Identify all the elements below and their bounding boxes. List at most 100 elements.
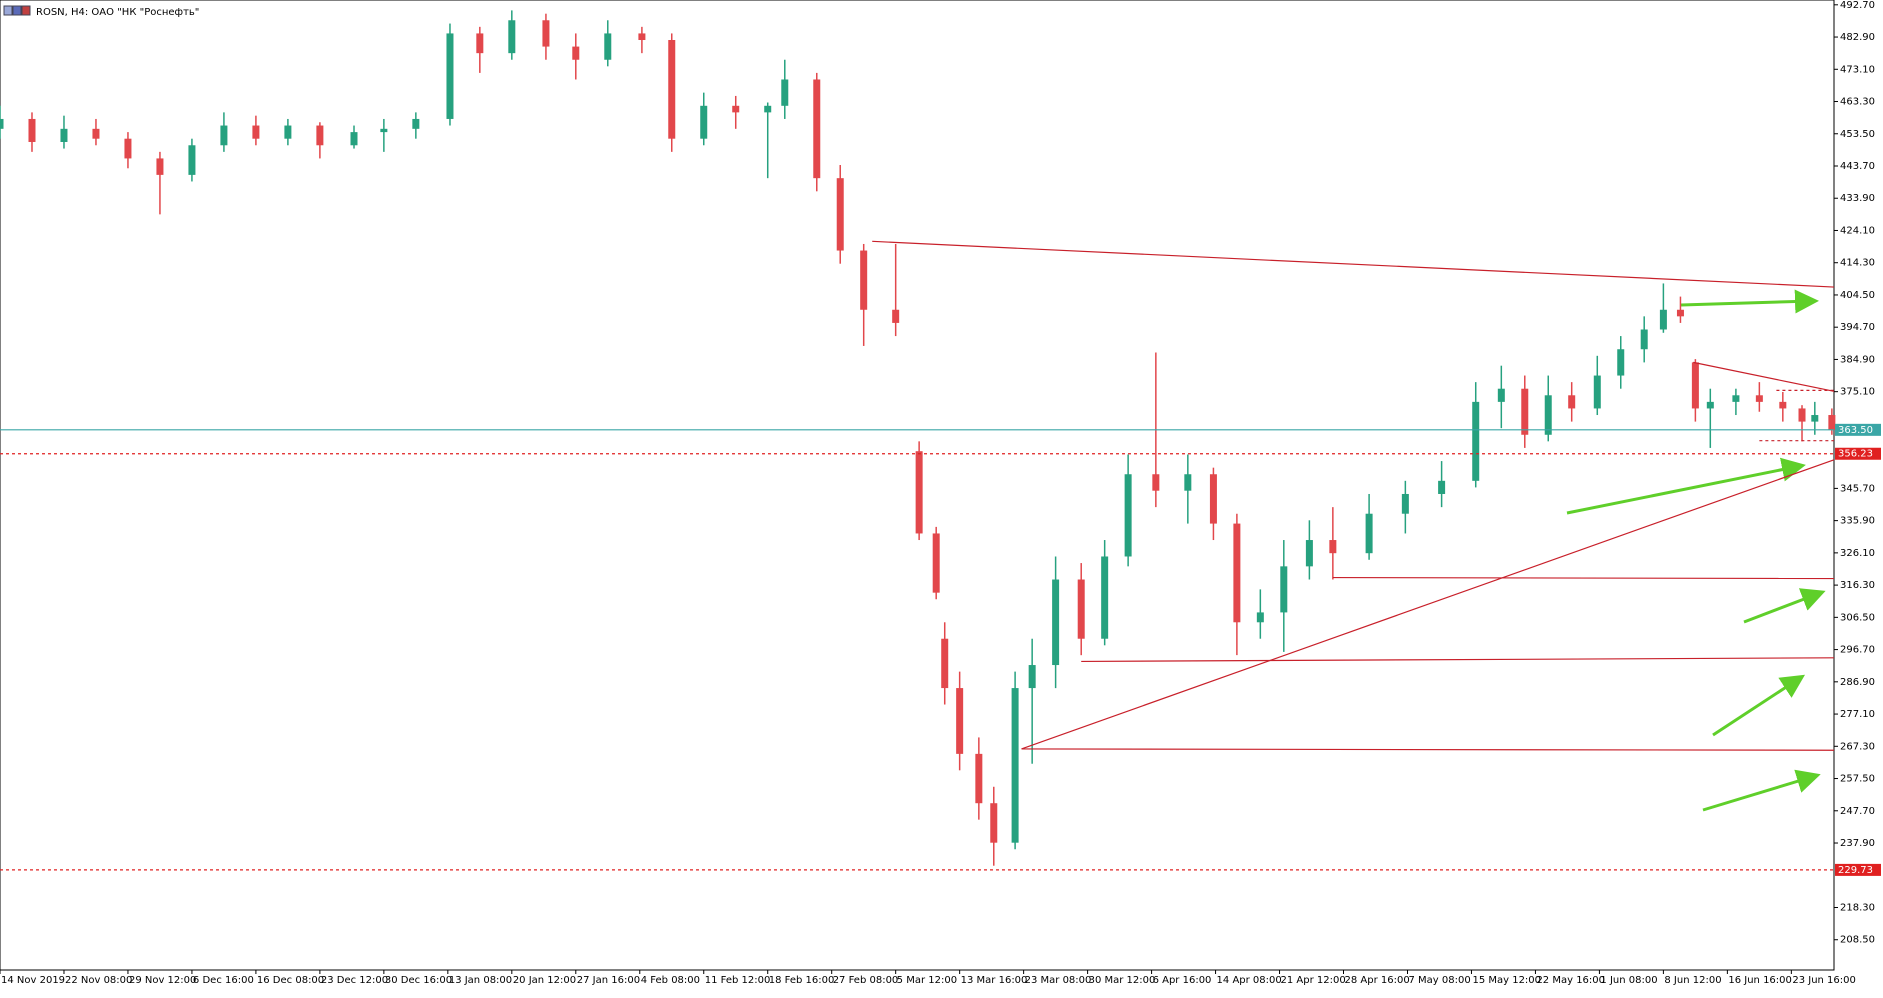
- candle-body: [941, 638, 949, 689]
- y-tick-label: 345.70: [1840, 483, 1875, 494]
- x-tick-label: 5 Mar 12:00: [897, 975, 957, 986]
- candle-body: [92, 128, 100, 139]
- candle-body: [1811, 415, 1819, 422]
- candle-body: [156, 158, 164, 175]
- y-tick-label: 277.10: [1840, 709, 1875, 720]
- x-tick-label: 27 Feb 08:00: [833, 975, 899, 986]
- candle-body: [1052, 579, 1060, 666]
- candle-body: [1101, 556, 1109, 639]
- candle-body: [975, 753, 983, 804]
- candle-body: [1732, 395, 1740, 402]
- x-tick-label: 30 Dec 16:00: [385, 975, 452, 986]
- candle-body: [1028, 665, 1036, 689]
- y-tick-label: 414.30: [1840, 258, 1875, 269]
- candle-body: [1755, 395, 1763, 402]
- candle-body: [1691, 362, 1699, 409]
- candle-body: [892, 309, 900, 323]
- candle-body: [813, 79, 821, 179]
- x-tick-label: 11 Feb 12:00: [705, 975, 771, 986]
- title-icon: [3, 5, 31, 16]
- x-tick-label: 23 Dec 12:00: [321, 975, 388, 986]
- candle-body: [188, 145, 196, 175]
- chart-title: ROSN, H4: ОАО "НК "Роснефть": [36, 7, 199, 18]
- x-tick-label: 8 Jun 12:00: [1664, 975, 1721, 986]
- trend-line: [872, 240, 1835, 288]
- x-tick-label: 4 Feb 08:00: [641, 975, 700, 986]
- candle-body: [284, 125, 292, 139]
- y-tick-label: 424.10: [1840, 225, 1875, 236]
- candle-body: [316, 125, 324, 146]
- y-tick-label: 208.50: [1840, 935, 1875, 946]
- price-label: 363.50: [1838, 425, 1873, 436]
- annotation-arrows: [1566, 289, 1826, 812]
- candle-body: [446, 33, 454, 119]
- y-tick-label: 404.50: [1840, 290, 1875, 301]
- candle-body: [781, 79, 789, 106]
- trend-line: [1021, 748, 1835, 751]
- candle-body: [1593, 375, 1601, 409]
- candle-body: [1209, 474, 1217, 524]
- price-label: 229.73: [1838, 865, 1873, 876]
- candle-body: [542, 20, 550, 47]
- candle-body: [836, 178, 844, 251]
- x-tick-label: 18 Feb 16:00: [769, 975, 835, 986]
- candle-body: [1280, 566, 1288, 613]
- candle-body: [604, 33, 612, 60]
- y-tick-label: 482.90: [1840, 32, 1875, 43]
- y-tick-label: 326.10: [1840, 548, 1875, 559]
- candle-body: [1497, 388, 1505, 402]
- x-tick-label: 14 Nov 2019: [1, 975, 65, 986]
- x-tick-label: 16 Dec 08:00: [257, 975, 324, 986]
- candle-body: [508, 20, 516, 54]
- y-tick-label: 433.90: [1840, 193, 1875, 204]
- x-tick-label: 23 Jun 16:00: [1792, 975, 1856, 986]
- x-tick-label: 13 Mar 16:00: [961, 975, 1028, 986]
- y-tick-label: 463.30: [1840, 97, 1875, 108]
- candle-body: [1617, 349, 1625, 376]
- candle-body: [1401, 493, 1409, 514]
- x-tick-label: 22 May 16:00: [1536, 975, 1605, 986]
- price-label-box: [1835, 423, 1881, 436]
- y-tick-label: 492.70: [1840, 0, 1875, 11]
- trend-line: [1332, 576, 1835, 580]
- candle-body: [1124, 474, 1132, 557]
- candle-body: [668, 40, 676, 139]
- y-tick-label: 335.90: [1840, 516, 1875, 527]
- candle-body: [1676, 309, 1684, 317]
- candle-body: [1659, 309, 1667, 330]
- trend-line: [1693, 361, 1835, 392]
- x-tick-label: 6 Apr 16:00: [1153, 975, 1212, 986]
- y-tick-label: 375.10: [1840, 387, 1875, 398]
- candle-body: [124, 138, 132, 159]
- price-label: 356.23: [1838, 449, 1873, 460]
- candle-body: [1828, 415, 1836, 430]
- candle-body: [1365, 513, 1373, 554]
- y-tick-label: 257.50: [1840, 774, 1875, 785]
- trend-line: [1021, 459, 1835, 750]
- y-tick-label: 237.90: [1840, 838, 1875, 849]
- x-tick-label: 22 Nov 08:00: [65, 975, 132, 986]
- candle-body: [1779, 401, 1787, 409]
- candle-body: [1521, 388, 1529, 435]
- candle-body: [1077, 579, 1085, 639]
- x-tick-label: 16 Jun 16:00: [1728, 975, 1792, 986]
- candle-body: [1233, 523, 1241, 623]
- candle-body: [1706, 401, 1714, 409]
- x-tick-label: 6 Dec 16:00: [193, 975, 254, 986]
- candle-body: [1544, 395, 1552, 435]
- candle-body: [380, 128, 388, 133]
- candle-body: [1640, 329, 1648, 350]
- candle-body: [476, 33, 484, 54]
- x-tick-label: 15 May 12:00: [1472, 975, 1541, 986]
- x-tick-label: 21 Apr 12:00: [1281, 975, 1346, 986]
- candle-body: [60, 128, 68, 142]
- x-tick-label: 30 Mar 12:00: [1089, 975, 1156, 986]
- y-tick-label: 394.70: [1840, 322, 1875, 333]
- x-tick-label: 27 Jan 16:00: [577, 975, 640, 986]
- y-tick-label: 384.90: [1840, 354, 1875, 365]
- candle-body: [860, 250, 868, 310]
- y-tick-label: 443.70: [1840, 161, 1875, 172]
- candle-body: [1305, 540, 1313, 567]
- candle-body: [932, 533, 940, 593]
- y-tick-label: 286.90: [1840, 677, 1875, 688]
